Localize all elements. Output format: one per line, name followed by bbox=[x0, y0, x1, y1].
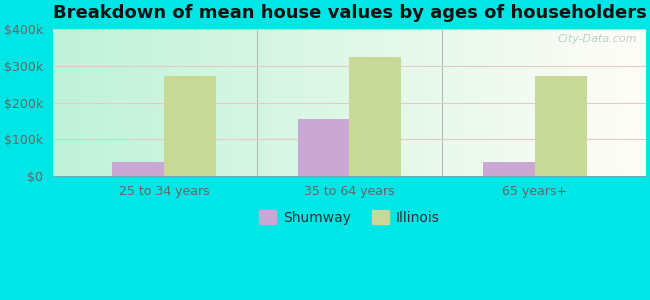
Bar bbox=[350, 57, 401, 176]
Bar bbox=[483, 162, 535, 176]
Legend: Shumway, Illinois: Shumway, Illinois bbox=[254, 204, 445, 230]
Text: City-Data.com: City-Data.com bbox=[558, 34, 637, 44]
Bar bbox=[112, 162, 164, 176]
Title: Breakdown of mean house values by ages of householders: Breakdown of mean house values by ages o… bbox=[53, 4, 646, 22]
Bar bbox=[535, 76, 586, 176]
Bar bbox=[298, 119, 350, 176]
Bar bbox=[164, 76, 216, 176]
